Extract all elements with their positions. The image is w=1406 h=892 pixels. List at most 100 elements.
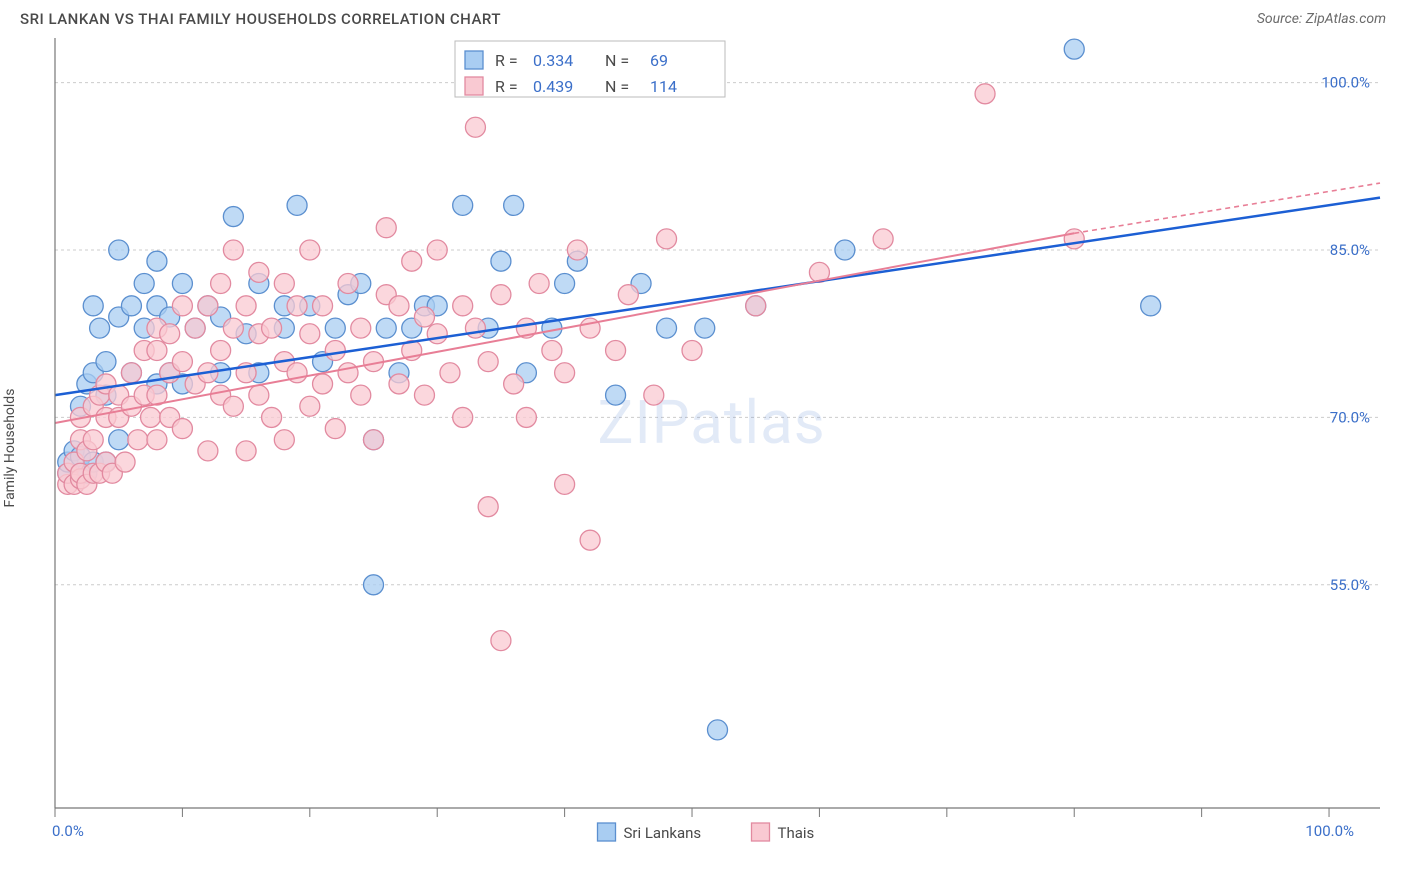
data-point (491, 631, 511, 651)
data-point (115, 452, 135, 472)
data-point (141, 407, 161, 427)
chart-title: SRI LANKAN VS THAI FAMILY HOUSEHOLDS COR… (20, 10, 501, 28)
data-point (211, 274, 231, 294)
data-point (427, 240, 447, 260)
data-point (376, 218, 396, 238)
data-point (440, 363, 460, 383)
data-point (198, 441, 218, 461)
legend-n-label: N = (605, 51, 629, 70)
data-point (695, 318, 715, 338)
data-point (351, 385, 371, 405)
trend-line-pink-extrapolated (1074, 183, 1380, 233)
data-point (491, 285, 511, 305)
data-point (147, 430, 167, 450)
data-point (121, 296, 141, 316)
data-point (172, 352, 192, 372)
data-point (338, 274, 358, 294)
series-legend-swatch (598, 823, 616, 841)
legend-n-value: 69 (650, 51, 668, 70)
series-legend-label: Sri Lankans (624, 824, 702, 842)
data-point (504, 374, 524, 394)
x-axis-max-label: 100.0% (1305, 822, 1354, 840)
data-point (262, 318, 282, 338)
data-point (249, 262, 269, 282)
data-point (325, 419, 345, 439)
source-label: Source: ZipAtlas.com (1257, 11, 1386, 27)
data-point (313, 296, 333, 316)
data-point (465, 117, 485, 137)
data-point (172, 274, 192, 294)
data-point (287, 195, 307, 215)
legend-r-value: 0.439 (533, 77, 573, 96)
data-point (236, 296, 256, 316)
data-point (90, 318, 110, 338)
legend-n-value: 114 (650, 77, 677, 96)
data-point (389, 296, 409, 316)
series-legend-label: Thais (778, 824, 815, 842)
data-point (555, 274, 575, 294)
data-point (134, 274, 154, 294)
data-point (567, 240, 587, 260)
data-point (453, 296, 473, 316)
data-point (478, 497, 498, 517)
legend-swatch (465, 51, 483, 69)
trend-line-pink (55, 233, 1074, 423)
data-point (109, 430, 129, 450)
data-point (364, 575, 384, 595)
data-point (223, 240, 243, 260)
data-point (427, 324, 447, 344)
watermark: ZIPatlas (598, 387, 826, 458)
data-point (1064, 229, 1084, 249)
data-point (185, 318, 205, 338)
data-point (1064, 39, 1084, 59)
data-point (109, 240, 129, 260)
legend-swatch (465, 77, 483, 95)
y-tick-label: 85.0% (1330, 241, 1370, 259)
data-point (128, 430, 148, 450)
data-point (249, 385, 269, 405)
data-point (83, 296, 103, 316)
data-point (96, 352, 116, 372)
data-point (376, 318, 396, 338)
data-point (300, 396, 320, 416)
data-point (516, 407, 536, 427)
chart-container: Family Households 55.0%70.0%85.0%100.0%Z… (0, 33, 1406, 863)
data-point (835, 240, 855, 260)
data-point (606, 340, 626, 360)
data-point (172, 419, 192, 439)
data-point (873, 229, 893, 249)
data-point (746, 296, 766, 316)
data-point (708, 720, 728, 740)
data-point (453, 407, 473, 427)
data-point (364, 430, 384, 450)
data-point (491, 251, 511, 271)
data-point (644, 385, 664, 405)
data-point (313, 374, 333, 394)
data-point (325, 318, 345, 338)
data-point (172, 296, 192, 316)
data-point (223, 396, 243, 416)
header: SRI LANKAN VS THAI FAMILY HOUSEHOLDS COR… (0, 0, 1406, 33)
data-point (121, 363, 141, 383)
data-point (287, 296, 307, 316)
series-legend-swatch (752, 823, 770, 841)
data-point (211, 340, 231, 360)
data-point (160, 324, 180, 344)
x-axis-min-label: 0.0% (52, 822, 84, 840)
data-point (555, 363, 575, 383)
y-tick-label: 70.0% (1330, 408, 1370, 426)
data-point (453, 195, 473, 215)
data-point (274, 430, 294, 450)
y-axis-label: Family Households (2, 389, 18, 508)
data-point (529, 274, 549, 294)
data-point (657, 229, 677, 249)
data-point (351, 318, 371, 338)
legend-r-label: R = (495, 51, 518, 70)
data-point (300, 240, 320, 260)
legend-r-label: R = (495, 77, 518, 96)
legend-n-label: N = (605, 77, 629, 96)
data-point (542, 340, 562, 360)
data-point (274, 274, 294, 294)
data-point (325, 340, 345, 360)
data-point (402, 251, 422, 271)
